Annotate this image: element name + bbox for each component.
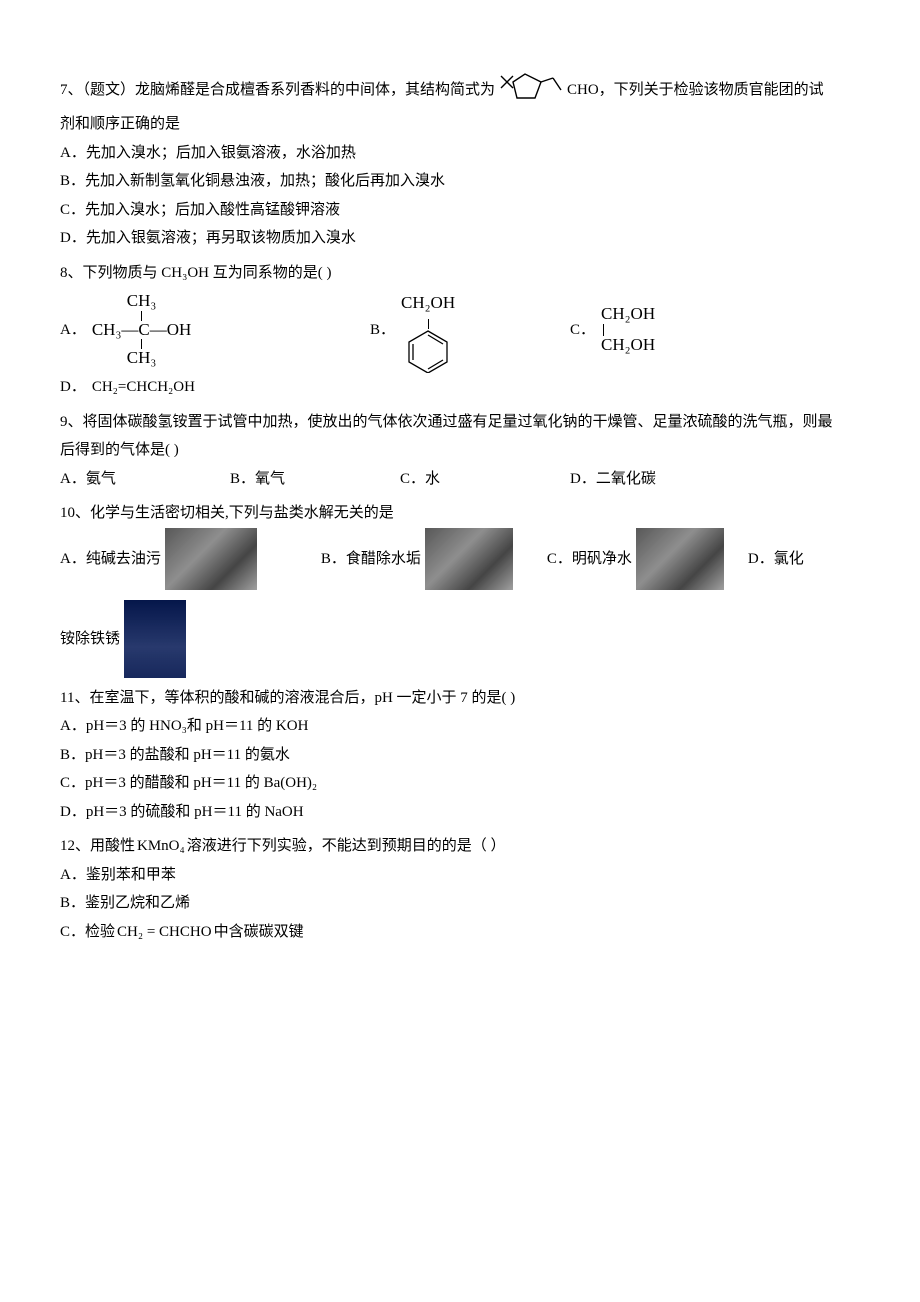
q8-c-top: CH₂OH [601,305,655,324]
question-12: 12、用酸性 KMnO₄ 溶液进行下列实验，不能达到预期目的的是（ ） A．鉴别… [60,832,860,946]
q9-option-b: B．氧气 [230,465,400,494]
q8-d-text: CH₂=CHCH₂OH [92,373,195,402]
q11-stem: 11、在室温下，等体积的酸和碱的溶液混合后，pH 一定小于 7 的是( ) [60,684,860,713]
q10-option-d-part2: 铵除铁锈 [60,625,120,654]
q9-options: A．氨气 B．氧气 C．水 D．二氧化碳 [60,465,860,494]
q8-stem: 8、下列物质与 CH₃OH 互为同系物的是( ) [60,259,860,288]
q12-c-after: 中含碳碳双键 [214,918,304,947]
q7-stem-before: 7、（题文）龙脑烯醛是合成檀香系列香料的中间体，其结构简式为 [60,76,495,105]
q7-option-d: D．先加入银氨溶液；再另取该物质加入溴水 [60,224,860,253]
q8-b-benzene-icon [405,329,451,373]
q8-d-label: D． [60,373,86,402]
q9-stem2: 后得到的气体是( ) [60,436,860,465]
q12-c-before: C．检验 [60,918,115,947]
q10-img-a [165,528,257,590]
q9-stem1: 9、将固体碳酸氢铵置于试管中加热，使放出的气体依次通过盛有足量过氧化钠的干燥管、… [60,408,860,437]
q8-b-bond [428,319,429,329]
q7-stem-after: CHO，下列关于检验该物质官能团的试 [567,76,824,105]
q8-a-label: A． [60,316,86,345]
q10-options-row1: A．纯碱去油污 B．食醋除水垢 C．明矾净水 D．氯化 [60,528,860,590]
question-9: 9、将固体碳酸氢铵置于试管中加热，使放出的气体依次通过盛有足量过氧化钠的干燥管、… [60,408,860,494]
q7-structure-icon [495,70,567,110]
q8-a-structure: CH₃ CH₃—C—OH CH₃ [92,292,191,368]
q8-b-label: B． [370,316,395,345]
q8-option-c: C． CH₂OH CH₂OH [570,305,710,354]
question-7: 7、（题文）龙脑烯醛是合成檀香系列香料的中间体，其结构简式为 CHO，下列关于检… [60,70,860,253]
q11-option-d: D．pH＝3 的硫酸和 pH＝11 的 NaOH [60,798,860,827]
q8-a-ch3-top: CH₃ [127,292,157,311]
q10-options-row2: 铵除铁锈 [60,600,860,678]
q12-option-a: A．鉴别苯和甲苯 [60,861,860,890]
q7-stem-row1: 7、（题文）龙脑烯醛是合成檀香系列香料的中间体，其结构简式为 CHO，下列关于检… [60,70,860,110]
question-11: 11、在室温下，等体积的酸和碱的溶液混合后，pH 一定小于 7 的是( ) A．… [60,684,860,827]
q12-c-formula: CH₂ = CHCHO [117,918,212,947]
q8-b-top: CH₂OH [401,287,455,319]
q12-stem-after: 溶液进行下列实验，不能达到预期目的的是（ ） [187,832,506,861]
q9-option-a: A．氨气 [60,465,230,494]
q7-option-c: C．先加入溴水；后加入酸性高锰酸钾溶液 [60,196,860,225]
q8-c-structure: CH₂OH CH₂OH [601,305,655,354]
q9-option-d: D．二氧化碳 [570,465,656,494]
q11-option-c: C．pH＝3 的醋酸和 pH＝11 的 Ba(OH)₂ [60,769,860,798]
q10-img-d [124,600,186,678]
q10-option-a: A．纯碱去油污 [60,545,161,574]
q8-b-structure: CH₂OH [401,287,455,373]
q10-img-b [425,528,513,590]
q12-stem-before: 12、用酸性 [60,832,135,861]
q12-option-b: B．鉴别乙烷和乙烯 [60,889,860,918]
q8-a-ch3-bottom: CH₃ [127,349,157,368]
q11-option-a: A．pH＝3 的 HNO₃和 pH＝11 的 KOH [60,712,860,741]
q7-option-a: A．先加入溴水；后加入银氨溶液，水浴加热 [60,139,860,168]
q10-option-d-part1: D．氯化 [748,545,804,574]
q8-option-d: D． CH₂=CHCH₂OH [60,373,195,402]
q8-option-a: A． CH₃ CH₃—C—OH CH₃ [60,292,350,368]
q7-option-b: B．先加入新制氢氧化铜悬浊液，加热；酸化后再加入溴水 [60,167,860,196]
q9-option-c: C．水 [400,465,570,494]
q12-stem: 12、用酸性 KMnO₄ 溶液进行下列实验，不能达到预期目的的是（ ） [60,832,860,861]
question-8: 8、下列物质与 CH₃OH 互为同系物的是( ) A． CH₃ CH₃—C—OH… [60,259,860,402]
q11-option-b: B．pH＝3 的盐酸和 pH＝11 的氨水 [60,741,860,770]
q10-option-b: B．食醋除水垢 [321,545,421,574]
q8-options: A． CH₃ CH₃—C—OH CH₃ B． CH₂OH [60,287,860,402]
q10-stem: 10、化学与生活密切相关,下列与盐类水解无关的是 [60,499,860,528]
q12-kmno4: KMnO₄ [137,832,185,861]
q10-img-c [636,528,724,590]
q8-a-center: CH₃—C—OH [92,321,191,340]
q8-c-bottom: CH₂OH [601,336,655,355]
q7-stem-line2: 剂和顺序正确的是 [60,110,860,139]
q10-option-c: C．明矾净水 [547,545,632,574]
q12-option-c: C．检验 CH₂ = CHCHO 中含碳碳双键 [60,918,860,947]
q8-c-label: C． [570,316,595,345]
question-10: 10、化学与生活密切相关,下列与盐类水解无关的是 A．纯碱去油污 B．食醋除水垢… [60,499,860,678]
q8-option-b: B． CH₂OH [370,287,550,373]
